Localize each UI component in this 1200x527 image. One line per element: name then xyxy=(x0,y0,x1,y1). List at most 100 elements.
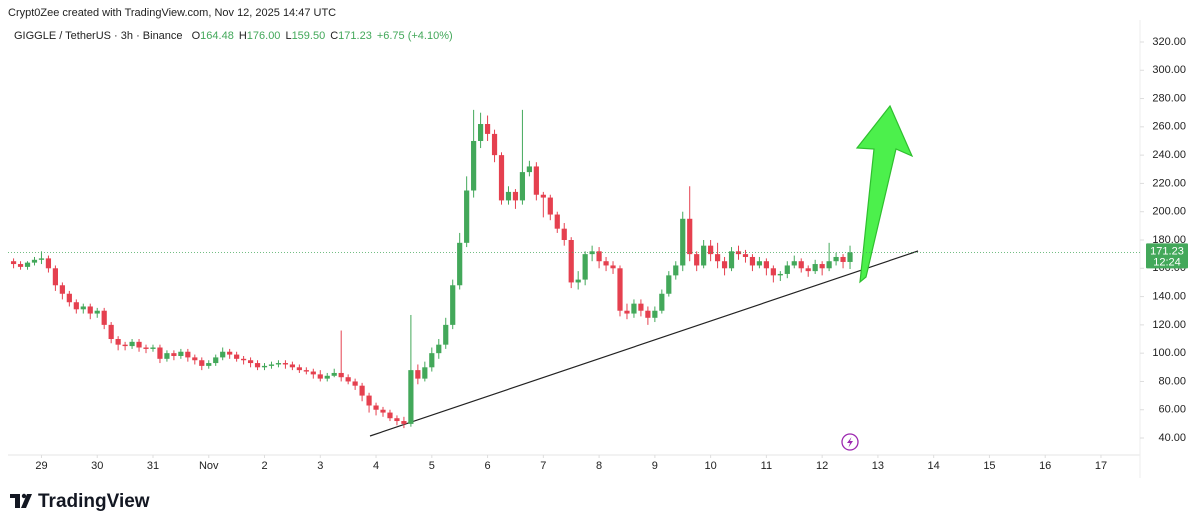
candle-body xyxy=(199,360,205,366)
candle-body xyxy=(164,353,170,359)
candle-body xyxy=(631,303,637,314)
candle-body xyxy=(94,310,100,314)
candle-body xyxy=(498,155,505,201)
candle-body xyxy=(833,256,839,262)
candle-body xyxy=(680,218,686,266)
legend-key: C xyxy=(330,30,338,42)
y-tick-label: 320.00 xyxy=(1152,36,1186,48)
candle-body xyxy=(345,377,351,382)
candle-body xyxy=(289,364,295,368)
candle-body xyxy=(464,190,470,243)
x-tick-label: Nov xyxy=(199,460,219,472)
candle-body xyxy=(770,268,776,276)
x-tick-label: 17 xyxy=(1095,460,1107,472)
candle-body xyxy=(812,264,818,272)
candle-body xyxy=(73,302,79,310)
y-tick-label: 200.00 xyxy=(1152,206,1186,218)
candle-body xyxy=(213,357,219,364)
candle-body xyxy=(505,191,512,201)
candle-body xyxy=(192,357,198,361)
candle-body xyxy=(206,363,212,366)
candle-body xyxy=(136,341,142,348)
candle-body xyxy=(763,261,769,269)
attribution: Crypt0Zee created with TradingView.com, … xyxy=(8,7,336,19)
candle-body xyxy=(526,166,532,173)
y-tick-label: 240.00 xyxy=(1152,149,1186,161)
candle-body xyxy=(582,254,588,280)
candle-body xyxy=(317,374,323,379)
y-tick-label: 300.00 xyxy=(1152,64,1186,76)
candle-body xyxy=(59,285,65,294)
candle-body xyxy=(457,242,463,286)
candle-body xyxy=(282,363,289,365)
y-tick-label: 220.00 xyxy=(1152,177,1186,189)
candle-body xyxy=(568,240,574,283)
candle-body xyxy=(108,324,114,340)
candle-body xyxy=(784,265,790,274)
candle-body xyxy=(624,310,630,314)
x-tick-label: 16 xyxy=(1039,460,1051,472)
candle-body xyxy=(150,347,156,349)
x-tick-label: 13 xyxy=(872,460,884,472)
candle-body xyxy=(547,197,553,215)
candle-body xyxy=(659,293,665,311)
symbol-title: GIGGLE / TetherUS · 3h · Binance xyxy=(14,30,183,42)
candle-body xyxy=(387,412,393,419)
legend-value: 164.48 xyxy=(200,30,234,42)
candle-body xyxy=(143,347,149,349)
y-tick-label: 120.00 xyxy=(1152,319,1186,331)
candle-body xyxy=(519,172,526,201)
candle-body xyxy=(38,258,45,260)
candle-body xyxy=(617,268,623,311)
candle-body xyxy=(840,256,846,262)
candle-body xyxy=(10,261,17,265)
candle-body xyxy=(847,252,853,262)
candle-body xyxy=(575,279,581,283)
x-tick-label: 5 xyxy=(429,460,435,472)
candle-body xyxy=(422,367,428,379)
candle-body xyxy=(805,268,811,272)
candle-body xyxy=(324,375,330,379)
legend-key: H xyxy=(239,30,247,42)
candle-body xyxy=(115,339,121,345)
candle-body xyxy=(533,166,539,195)
candle-body xyxy=(247,360,254,364)
candle-body xyxy=(234,354,240,359)
candle-body xyxy=(178,351,184,356)
candle-body xyxy=(17,264,24,267)
x-tick-label: 29 xyxy=(35,460,47,472)
candle-body xyxy=(484,124,491,134)
y-tick-label: 60.00 xyxy=(1158,404,1186,416)
candle-body xyxy=(310,371,316,375)
candle-body xyxy=(652,310,658,318)
candle-body xyxy=(401,421,407,424)
candle-body xyxy=(80,306,86,310)
candle-body xyxy=(122,344,128,347)
x-tick-label: 30 xyxy=(91,460,103,472)
candle-body xyxy=(714,254,721,262)
x-tick-label: 11 xyxy=(761,460,772,472)
candle-body xyxy=(798,261,804,269)
candle-body xyxy=(721,261,728,269)
candle-body xyxy=(673,265,679,276)
candle-body xyxy=(52,268,58,286)
x-tick-label: 15 xyxy=(983,460,995,472)
candle-body xyxy=(603,261,609,266)
candle-body xyxy=(275,363,282,365)
price-tag-countdown: 12:24 xyxy=(1153,256,1181,268)
candle-body xyxy=(303,370,309,372)
candle-body xyxy=(436,344,442,354)
candle-body xyxy=(227,351,233,355)
legend-change: +6.75 (+4.10%) xyxy=(377,30,453,42)
candle-body xyxy=(254,363,261,368)
candle-body xyxy=(561,228,567,240)
candle-body xyxy=(610,265,616,269)
x-tick-label: 31 xyxy=(147,460,159,472)
candle-body xyxy=(735,251,742,255)
x-tick-label: 6 xyxy=(485,460,491,472)
candle-body xyxy=(694,254,700,266)
y-tick-label: 180.00 xyxy=(1152,234,1186,246)
x-tick-label: 12 xyxy=(816,460,828,472)
x-tick-label: 2 xyxy=(261,460,267,472)
